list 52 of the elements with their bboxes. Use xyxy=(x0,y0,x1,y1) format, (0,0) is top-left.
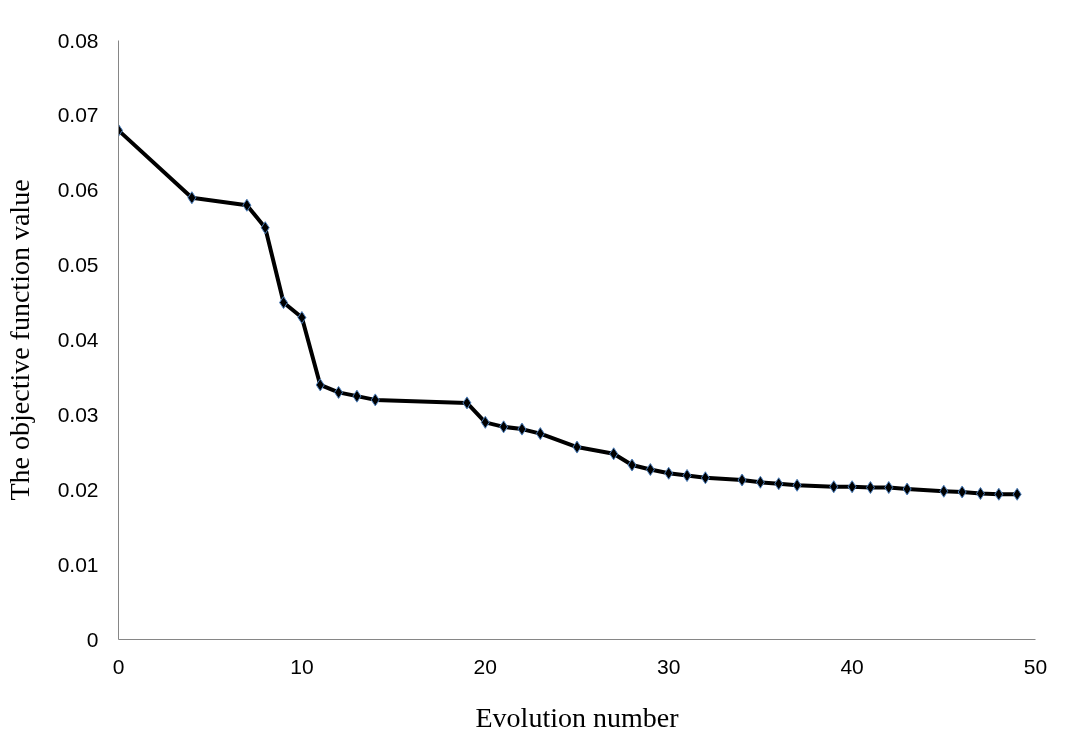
y-tick-label: 0.02 xyxy=(57,477,99,501)
point xyxy=(352,389,362,403)
point xyxy=(315,378,325,392)
y-tick-label: 0.04 xyxy=(57,328,99,351)
point xyxy=(1012,487,1022,501)
point xyxy=(829,480,839,494)
point xyxy=(847,480,857,494)
y-tick-label: 0 xyxy=(86,627,99,651)
point xyxy=(370,393,380,407)
x-axis-title: Evolution number xyxy=(475,701,680,733)
point xyxy=(865,481,875,494)
point xyxy=(480,415,490,429)
point xyxy=(994,487,1004,501)
point xyxy=(535,427,545,441)
point xyxy=(517,422,527,436)
point xyxy=(774,477,784,491)
point xyxy=(939,484,949,498)
point xyxy=(975,486,985,500)
x-tick-label: 30 xyxy=(657,654,681,678)
point xyxy=(755,475,765,489)
y-tick-label: 0.06 xyxy=(57,178,99,202)
x-tick-label: 10 xyxy=(290,654,314,678)
point xyxy=(664,466,674,480)
x-tick-label: 20 xyxy=(473,654,497,678)
x-tick-label: 0 xyxy=(112,654,125,678)
point xyxy=(700,471,710,485)
point xyxy=(682,469,692,483)
y-tick-label: 0.05 xyxy=(57,253,99,277)
point xyxy=(572,440,582,454)
y-axis-title: The objective function value xyxy=(3,179,35,501)
x-tick-label: 50 xyxy=(1023,654,1048,678)
point xyxy=(499,420,509,434)
point xyxy=(297,311,307,325)
y-tick-label: 0.03 xyxy=(57,402,99,426)
x-tick-label: 40 xyxy=(840,654,864,678)
point xyxy=(334,385,344,399)
y-tick-label: 0.08 xyxy=(57,28,99,52)
point xyxy=(957,485,967,499)
point xyxy=(884,481,894,494)
point xyxy=(242,198,252,212)
point xyxy=(902,482,912,496)
point xyxy=(187,191,197,205)
point xyxy=(737,473,747,487)
point xyxy=(279,296,289,310)
y-tick-label: 0.01 xyxy=(57,552,99,576)
point xyxy=(792,478,802,492)
point xyxy=(609,447,619,461)
y-tick-label: 0.07 xyxy=(57,103,99,127)
point xyxy=(645,463,655,477)
point xyxy=(260,221,270,235)
point xyxy=(627,458,637,472)
point xyxy=(462,396,472,410)
